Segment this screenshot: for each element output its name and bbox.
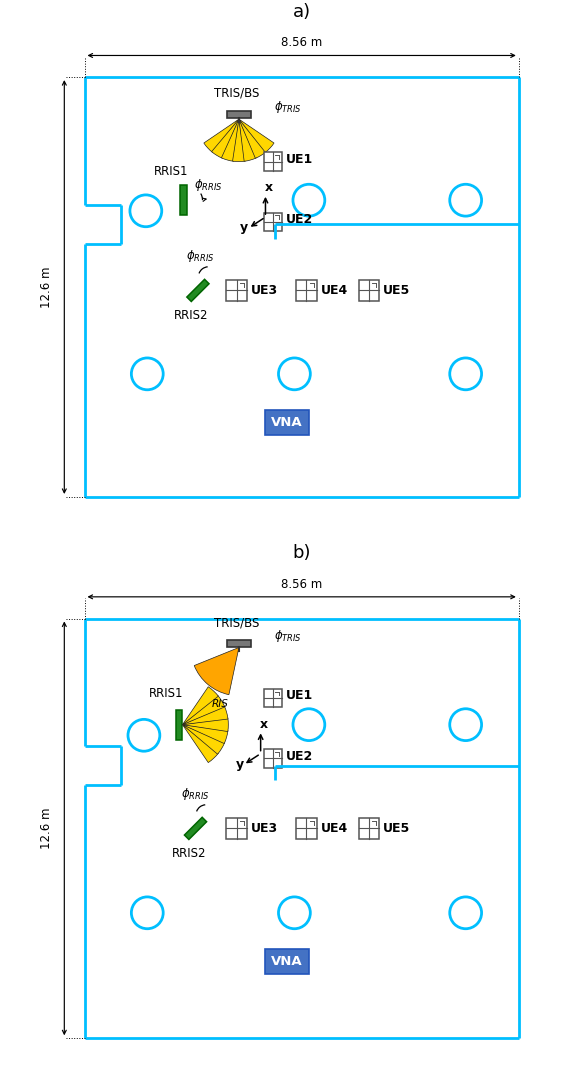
Wedge shape [221,119,239,161]
Text: UE3: UE3 [251,284,277,297]
Bar [263,212,282,232]
Bar [263,689,282,708]
Wedge shape [239,119,274,152]
Text: 8.56 m: 8.56 m [281,36,322,49]
Bar [296,818,317,838]
Bar [359,280,380,300]
Wedge shape [204,119,239,152]
Wedge shape [182,687,218,725]
Text: 12.6 m: 12.6 m [40,807,54,849]
Bar [296,280,317,300]
Text: y: y [240,221,248,235]
Text: TRIS/BS: TRIS/BS [214,616,259,629]
Text: $\phi_{TRIS}$: $\phi_{TRIS}$ [274,628,301,644]
Wedge shape [239,119,256,161]
Text: 12.6 m: 12.6 m [40,266,54,308]
Text: UE3: UE3 [251,822,277,835]
Wedge shape [182,718,228,731]
Wedge shape [182,705,228,725]
Text: UE5: UE5 [383,822,411,835]
Text: VNA: VNA [272,954,303,968]
Wedge shape [194,647,239,695]
Bar [359,818,380,838]
Text: RRIS2: RRIS2 [174,309,208,322]
Bar [185,817,207,839]
Wedge shape [182,725,225,755]
Wedge shape [182,695,225,725]
Text: RRIS1: RRIS1 [149,687,183,700]
Text: a): a) [293,3,311,21]
Text: UE1: UE1 [286,689,313,702]
Text: RRIS2: RRIS2 [171,847,206,860]
Wedge shape [211,119,239,159]
Wedge shape [182,725,218,762]
Text: VNA: VNA [272,416,303,429]
Text: y: y [235,758,244,771]
Text: UE4: UE4 [321,284,347,297]
Text: $\phi_{RRIS}$: $\phi_{RRIS}$ [194,177,223,193]
Bar [263,749,282,768]
Bar [227,111,251,118]
Text: UE4: UE4 [321,822,347,835]
Text: 8.56 m: 8.56 m [281,578,322,591]
Text: b): b) [293,545,311,563]
Text: TRIS/BS: TRIS/BS [214,87,259,100]
Wedge shape [182,725,228,744]
Bar [176,710,182,740]
Bar [180,185,187,215]
Text: UE2: UE2 [286,749,313,762]
Text: UE2: UE2 [286,213,313,226]
Text: x: x [260,717,268,730]
Text: RIS: RIS [211,699,228,710]
Wedge shape [232,119,245,162]
Text: UE1: UE1 [286,152,313,166]
Bar [266,410,309,434]
Bar [227,280,246,300]
Text: $\phi_{RRIS}$: $\phi_{RRIS}$ [186,248,214,264]
Bar [227,640,251,647]
Bar [263,152,282,170]
Text: $\phi_{RRIS}$: $\phi_{RRIS}$ [181,786,210,802]
Wedge shape [239,119,266,159]
Text: x: x [265,181,273,194]
Bar [266,949,309,973]
Text: RRIS1: RRIS1 [154,165,188,178]
Bar [227,818,246,838]
Text: UE5: UE5 [383,284,411,297]
Text: $\phi_{TRIS}$: $\phi_{TRIS}$ [274,99,301,115]
Bar [187,280,209,301]
